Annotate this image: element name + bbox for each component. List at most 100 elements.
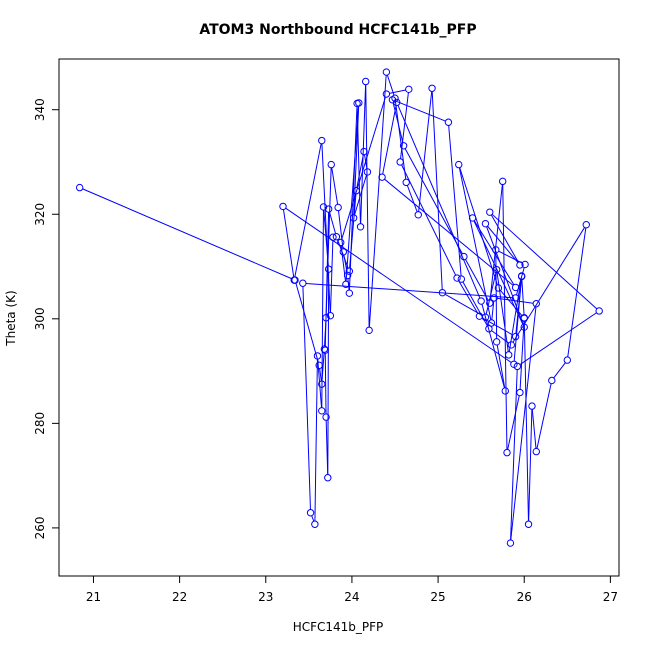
series-segment bbox=[513, 279, 522, 362]
data-point bbox=[326, 311, 335, 320]
data-point bbox=[355, 99, 363, 107]
series-segment bbox=[400, 92, 409, 159]
series-segment bbox=[329, 211, 337, 234]
series-segment bbox=[510, 369, 518, 540]
data-point bbox=[524, 520, 533, 528]
data-point bbox=[492, 246, 500, 254]
series-layer bbox=[75, 68, 603, 547]
series-segment bbox=[389, 89, 406, 94]
data-point bbox=[428, 84, 436, 92]
data-point bbox=[382, 90, 391, 98]
series-segment bbox=[487, 225, 519, 263]
series-segment bbox=[498, 250, 523, 264]
data-point bbox=[528, 402, 536, 410]
y-tick-label: 260 bbox=[33, 516, 47, 539]
data-point bbox=[75, 183, 84, 192]
series-segment bbox=[512, 227, 585, 343]
data-point bbox=[548, 376, 556, 385]
series-segment bbox=[448, 125, 462, 276]
data-point bbox=[324, 205, 333, 213]
x-tick-label: 27 bbox=[603, 590, 618, 604]
data-point bbox=[520, 314, 528, 322]
data-point bbox=[453, 274, 461, 282]
data-point bbox=[329, 233, 337, 241]
data-point bbox=[315, 361, 323, 370]
x-tick-label: 22 bbox=[172, 590, 187, 604]
series-segment bbox=[324, 353, 327, 414]
data-point bbox=[492, 265, 501, 274]
data-point bbox=[362, 77, 370, 86]
x-tick-label: 21 bbox=[86, 590, 101, 604]
series-segment bbox=[431, 91, 443, 290]
series-segment bbox=[553, 362, 566, 379]
series-segment bbox=[519, 312, 597, 365]
series-segment bbox=[528, 409, 533, 522]
data-point bbox=[506, 539, 515, 547]
data-point bbox=[521, 260, 529, 269]
series-segment bbox=[459, 167, 498, 286]
series-segment bbox=[536, 383, 552, 449]
series-segment bbox=[510, 306, 537, 540]
data-point bbox=[279, 202, 287, 211]
data-point bbox=[405, 85, 413, 94]
data-point bbox=[486, 208, 494, 216]
data-point bbox=[363, 168, 372, 176]
series-segment bbox=[496, 344, 506, 388]
data-point bbox=[481, 219, 490, 228]
series-segment bbox=[338, 210, 344, 249]
data-point bbox=[510, 360, 518, 368]
data-point bbox=[402, 178, 410, 187]
series-segment bbox=[386, 74, 395, 96]
data-point bbox=[343, 271, 352, 280]
data-point bbox=[511, 283, 520, 292]
data-point bbox=[327, 160, 335, 169]
data-point bbox=[582, 221, 590, 229]
data-point bbox=[503, 448, 511, 457]
series-segment bbox=[305, 282, 513, 299]
series-segment bbox=[82, 188, 293, 280]
data-point bbox=[321, 346, 329, 354]
data-point bbox=[324, 474, 332, 482]
data-point bbox=[311, 520, 319, 528]
data-point bbox=[290, 276, 298, 284]
series-segment bbox=[384, 178, 514, 286]
x-axis: 21 22 23 24 25 26 27 bbox=[86, 575, 618, 604]
series-segment bbox=[341, 96, 386, 240]
data-point bbox=[468, 214, 477, 222]
series-segment bbox=[382, 105, 397, 175]
data-point bbox=[520, 323, 528, 331]
data-point bbox=[318, 407, 326, 415]
data-point bbox=[487, 319, 496, 327]
data-point bbox=[516, 388, 524, 397]
series-segment bbox=[523, 320, 529, 522]
data-point bbox=[595, 307, 603, 315]
series-segment bbox=[317, 359, 323, 408]
series-segment bbox=[418, 91, 433, 212]
series-segment bbox=[285, 207, 512, 363]
series-segment bbox=[395, 100, 446, 122]
data-point bbox=[563, 356, 572, 364]
data-point bbox=[505, 351, 513, 359]
data-point bbox=[511, 332, 520, 341]
series-segment bbox=[295, 283, 319, 363]
x-tick-label: 23 bbox=[258, 590, 273, 604]
series-segment bbox=[368, 75, 387, 328]
series-segment bbox=[321, 143, 331, 313]
data-point bbox=[486, 299, 494, 307]
data-point bbox=[299, 279, 307, 287]
series-segment bbox=[394, 101, 407, 180]
series-segment bbox=[491, 301, 495, 320]
series-segment bbox=[496, 272, 509, 352]
series-segment bbox=[327, 272, 330, 475]
series-segment bbox=[347, 278, 350, 291]
series-segment bbox=[481, 303, 505, 388]
x-axis-label: HCFC141b_PFP bbox=[293, 620, 384, 634]
data-point bbox=[501, 387, 509, 395]
series-segment bbox=[444, 293, 483, 317]
data-point bbox=[322, 413, 330, 421]
x-tick-label: 25 bbox=[430, 590, 445, 604]
series-segment bbox=[324, 212, 330, 347]
data-point bbox=[511, 294, 520, 302]
data-point bbox=[345, 267, 354, 275]
data-point bbox=[360, 147, 368, 156]
